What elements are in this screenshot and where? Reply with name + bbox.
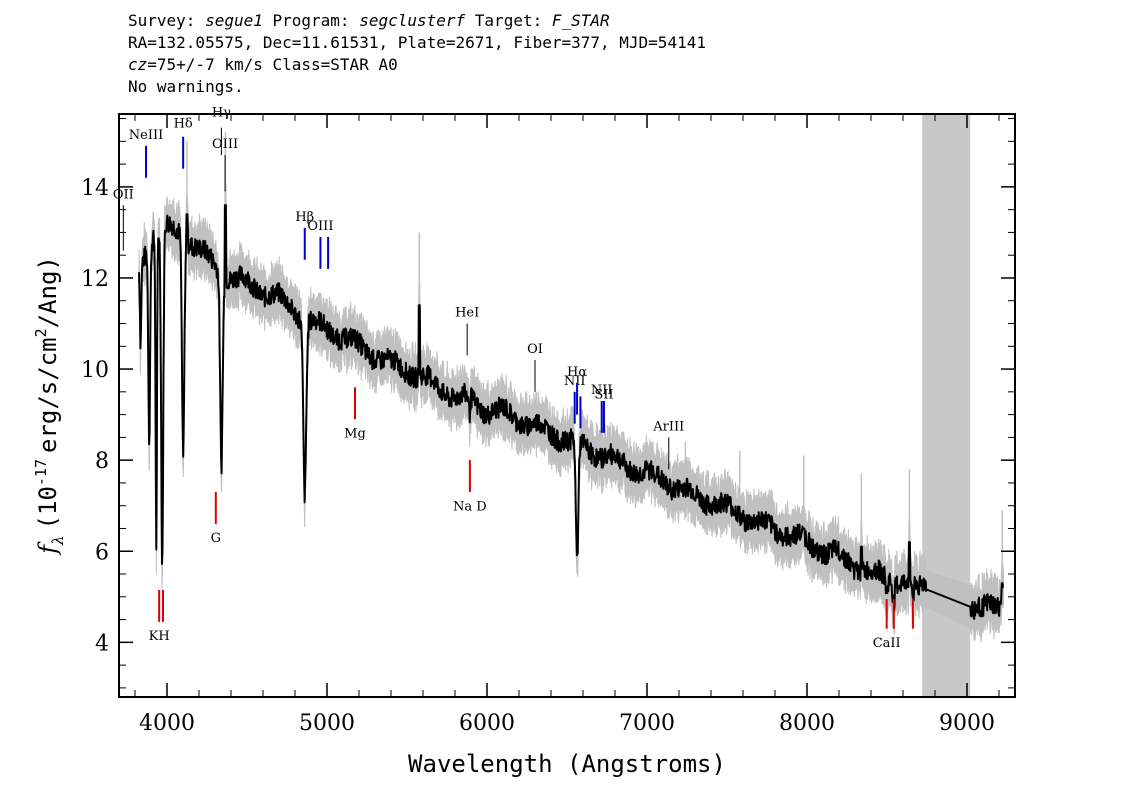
x-tick-label-4: 8000 (779, 711, 835, 736)
spectrum-series (138, 132, 1004, 643)
line-label-2: Hδ (174, 117, 193, 132)
header-line-redshift: cz=75+/-7 km/s Class=STAR A0 (128, 54, 706, 76)
y-tick-label-2: 8 (95, 449, 109, 474)
line-label-0: OII (113, 187, 134, 202)
target-label: Target: (465, 11, 552, 30)
x-tick-label-0: 4000 (139, 711, 195, 736)
header-line-survey: Survey: segue1 Program: segclusterf Targ… (128, 10, 706, 32)
header-line-coordinates: RA=132.05575, Dec=11.61531, Plate=2671, … (128, 33, 706, 52)
line-label-13: NII (591, 383, 613, 398)
target-value: F_STAR (551, 11, 610, 30)
y-axis-units: erg/s/cm (34, 337, 62, 453)
y-tick-label-5: 14 (81, 176, 109, 201)
line-label-21: CaII (873, 636, 901, 651)
line-label-8: HeI (455, 306, 479, 321)
line-label-3: Hγ (212, 105, 231, 120)
flux-line (138, 204, 1004, 620)
x-tick-label-3: 7000 (619, 711, 675, 736)
y-axis-ticks: 4 6 8 10 12 14 (81, 118, 1015, 689)
y-tick-label-0: 4 (95, 631, 109, 656)
y-axis-square: 2 (32, 328, 50, 337)
program-value: segclusterf (359, 11, 466, 30)
x-tick-label-1: 5000 (299, 711, 355, 736)
line-label-4: OIII (212, 137, 238, 152)
y-axis-subscript: λ (49, 535, 67, 546)
y-axis-title: fλ(10-17erg/s/cm2/Ang) (32, 256, 67, 556)
y-axis-exponent: -17 (32, 459, 50, 486)
line-label-1: NeIII (129, 128, 163, 143)
line-label-11: Hα (567, 365, 587, 380)
y-tick-label-3: 10 (81, 358, 109, 383)
header-line-warnings: No warnings. (128, 77, 244, 96)
plot-frame (118, 113, 1016, 698)
survey-label: Survey: (128, 11, 206, 30)
x-tick-label-2: 6000 (459, 711, 515, 736)
cz-label: cz (128, 55, 148, 74)
cz-value: =75+/-7 km/s Class=STAR A0 (147, 55, 398, 74)
program-label: Program: (262, 11, 360, 30)
x-axis-title: Wavelength (Angstroms) (408, 750, 726, 778)
y-axis-units-close: /Ang) (34, 256, 62, 328)
line-label-10: NII (564, 374, 586, 389)
line-label-14: SII (594, 388, 613, 403)
spectrum-header: Survey: segue1 Program: segclusterf Targ… (128, 10, 706, 98)
line-label-9: OI (527, 342, 543, 357)
y-axis-units-open: (10 (34, 486, 62, 529)
line-label-17: G (211, 531, 221, 546)
line-label-6: OIII (307, 219, 333, 234)
y-tick-label-1: 6 (95, 540, 109, 565)
spectral-line-markers: OIINeIIIHδHγOIIIHβOIIIHeIOINIIHαNIISIIAr… (113, 105, 914, 651)
line-label-18: Na D (453, 499, 487, 514)
x-tick-label-5: 9000 (939, 711, 995, 736)
line-label-19: KH (149, 629, 170, 644)
line-label-16: Mg (344, 426, 366, 441)
survey-value: segue1 (205, 11, 263, 30)
y-tick-label-4: 12 (81, 267, 109, 292)
line-label-15: ArIII (652, 420, 684, 435)
line-label-5: Hβ (295, 210, 314, 225)
x-axis-ticks: 4000 5000 6000 7000 8000 9000 (134, 114, 1000, 736)
